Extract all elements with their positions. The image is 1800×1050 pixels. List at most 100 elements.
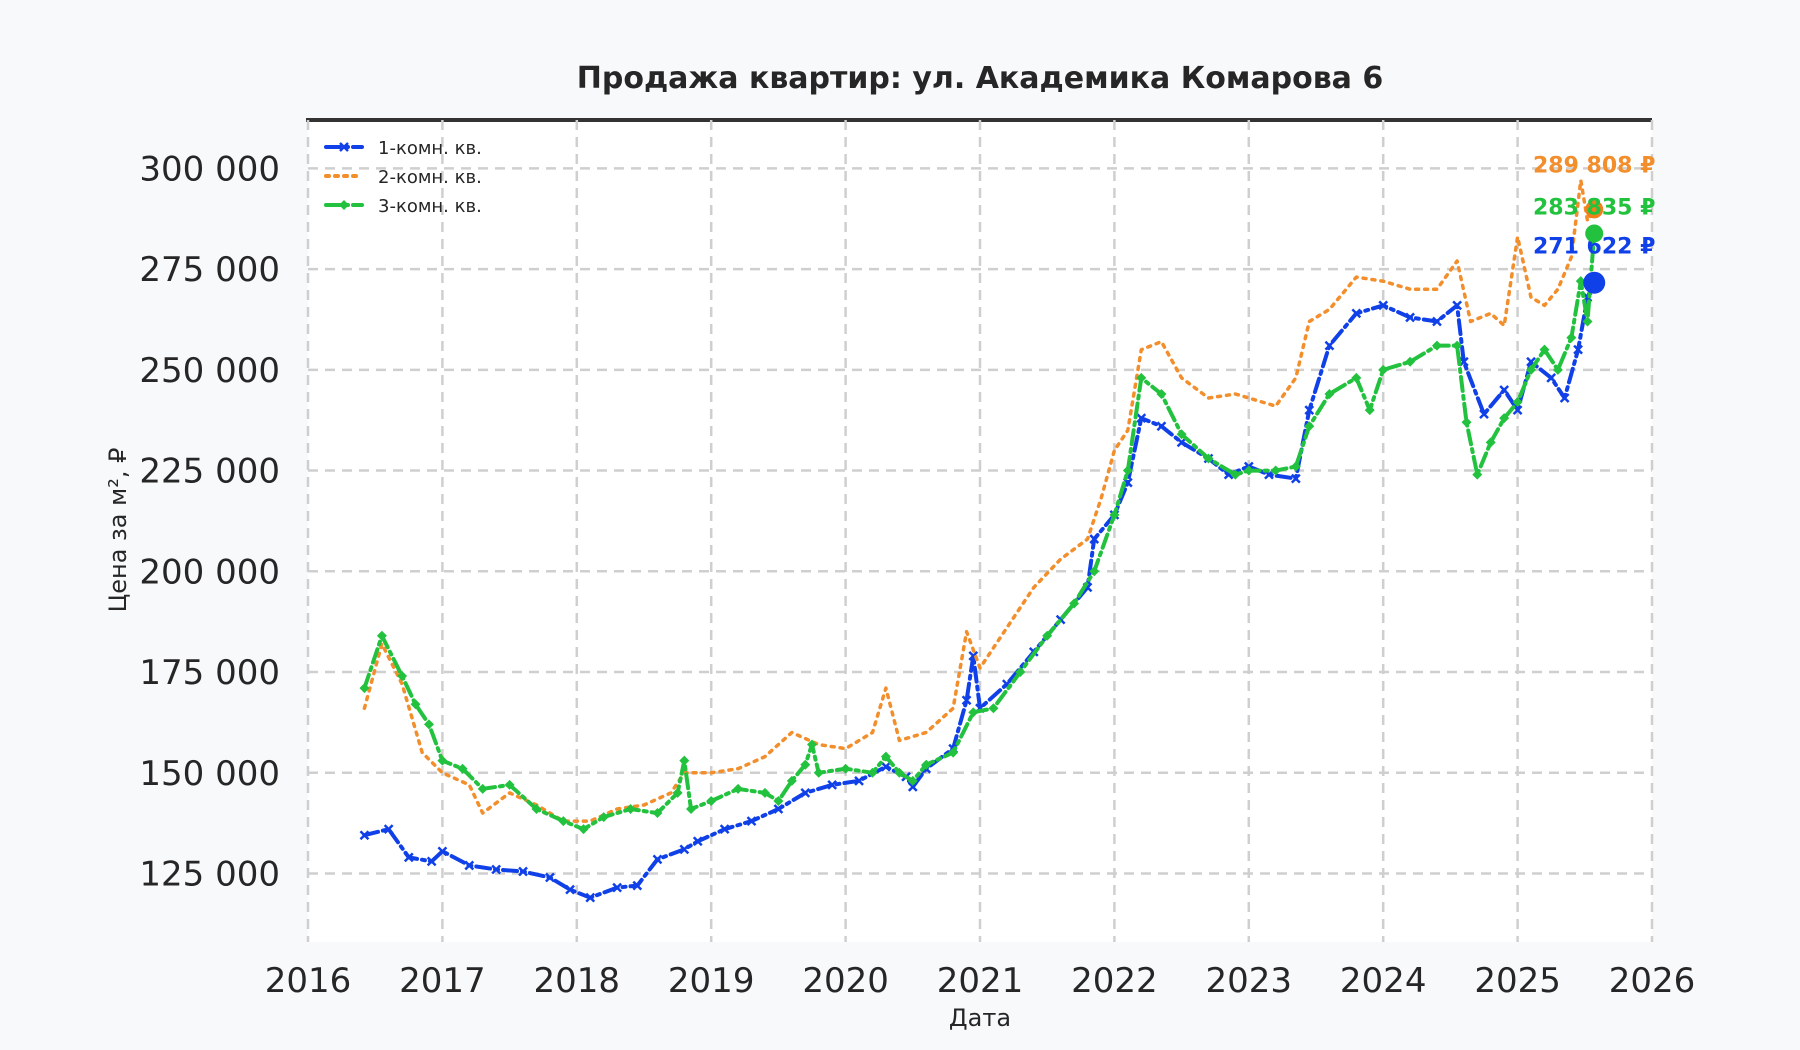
y-tick-label: 225 000 [139,452,280,492]
data-point-x-marker [961,695,972,706]
data-point-x-marker [1573,344,1583,355]
y-axis-ticks: 125 000 150 000 175 000 200 000 225 000 250 0… [139,149,280,894]
data-point-x-marker [1089,534,1100,544]
data-point-x-marker [1136,413,1147,424]
data-point-diamond-marker [706,795,717,806]
data-point-diamond-marker [1582,316,1593,327]
data-point-x-marker [491,864,502,875]
y-tick-label: 200 000 [139,552,280,592]
y-tick-label: 150 000 [139,754,280,794]
data-point-diamond-marker [1304,421,1315,432]
data-point-diamond-marker [1552,364,1563,375]
data-point-x-marker [1324,340,1335,351]
data-point-diamond-marker [531,804,542,815]
data-point-diamond-marker [1512,397,1523,408]
x-tick-label: 2017 [399,961,486,1001]
data-point-diamond-marker [1364,405,1375,416]
data-point-diamond-marker [968,707,979,718]
data-point-diamond-marker [907,775,918,786]
data-point-diamond-marker [1472,469,1483,480]
data-point-diamond-marker [1243,465,1254,476]
data-point-diamond-marker [1539,344,1550,355]
data-point-diamond-marker [773,795,784,806]
data-point-x-marker [1479,409,1489,420]
data-point-x-marker [426,856,437,867]
data-point-diamond-marker [1203,453,1214,464]
data-point-diamond-marker [359,683,370,694]
data-point-diamond-marker [652,808,663,819]
data-point-diamond-marker [1109,509,1120,520]
data-point-diamond-marker [625,804,636,815]
data-point-x-marker [1304,405,1315,416]
data-point-x-marker [773,804,784,814]
data-point-diamond-marker [410,699,421,710]
data-point-x-marker [403,852,414,863]
data-point-x-marker [1452,300,1463,311]
data-point-diamond-marker [1136,372,1147,383]
data-point-diamond-marker [1526,364,1537,375]
last-value-label: 283 835 ₽ [1533,195,1655,220]
data-point-diamond-marker [679,755,690,766]
data-point-diamond-marker [1452,340,1463,351]
data-point-diamond-marker [686,804,697,815]
chart-title: Продажа квартир: ул. Академика Комарова … [577,61,1383,96]
data-point-diamond-marker [840,763,851,774]
data-point-x-marker [827,779,838,790]
data-point-diamond-marker [397,671,408,682]
data-point-diamond-marker [1324,389,1335,399]
data-point-diamond-marker [1015,667,1026,678]
data-point-diamond-marker [1069,598,1080,609]
data-point-x-marker [464,860,475,871]
x-tick-label: 2020 [802,961,889,1001]
data-point-diamond-marker [894,767,905,778]
series-line [362,178,1596,823]
data-point-diamond-marker [1485,437,1496,448]
x-tick-label: 2026 [1609,961,1696,1001]
x-tick-label: 2024 [1340,961,1427,1001]
data-point-x-marker [1156,421,1167,432]
legend: 1-комн. кв. 2-комн. кв. 3-комн. кв. [324,138,482,217]
data-point-diamond-marker [1351,372,1362,383]
data-point-x-marker [854,775,864,786]
data-point-x-marker [359,830,370,841]
data-point-diamond-marker [867,767,878,778]
data-point-x-marker [652,854,663,865]
data-point-x-marker [1351,308,1362,319]
data-point-diamond-marker [339,200,349,210]
data-point-diamond-marker [598,812,609,823]
data-point-diamond-marker [1566,332,1577,343]
data-point-diamond-marker [1042,630,1053,641]
data-point-diamond-marker [672,787,683,798]
x-axis-label: Дата [949,1004,1011,1032]
data-point-diamond-marker [786,775,797,786]
data-point-x-marker [632,880,643,891]
data-point-x-marker [746,816,757,827]
data-point-x-marker [1432,316,1442,327]
data-point-diamond-marker [759,787,770,798]
data-point-x-marker [1176,437,1187,448]
data-point-diamond-marker [800,759,811,770]
x-tick-label: 2021 [937,961,1024,1001]
series-layer [359,178,1600,903]
y-tick-label: 275 000 [139,250,280,290]
last-value-label: 289 808 ₽ [1533,153,1655,178]
data-point-diamond-marker [1176,429,1187,440]
y-tick-label: 300 000 [139,149,280,189]
series-2 [362,178,1596,823]
data-point-diamond-marker [578,824,589,835]
data-point-x-marker [585,892,596,903]
data-point-x-marker [383,824,394,835]
x-tick-label: 2018 [534,961,621,1001]
data-point-diamond-marker [948,747,959,758]
data-point-diamond-marker [1122,465,1133,476]
data-point-x-marker [679,844,690,855]
last-value-marker [1585,224,1604,243]
data-point-x-marker [1499,385,1510,395]
data-point-x-marker [339,142,349,152]
data-point-diamond-marker [504,779,515,790]
data-point-x-marker [565,884,575,895]
data-point-x-marker [907,781,918,792]
last-value-marker [1585,200,1604,219]
